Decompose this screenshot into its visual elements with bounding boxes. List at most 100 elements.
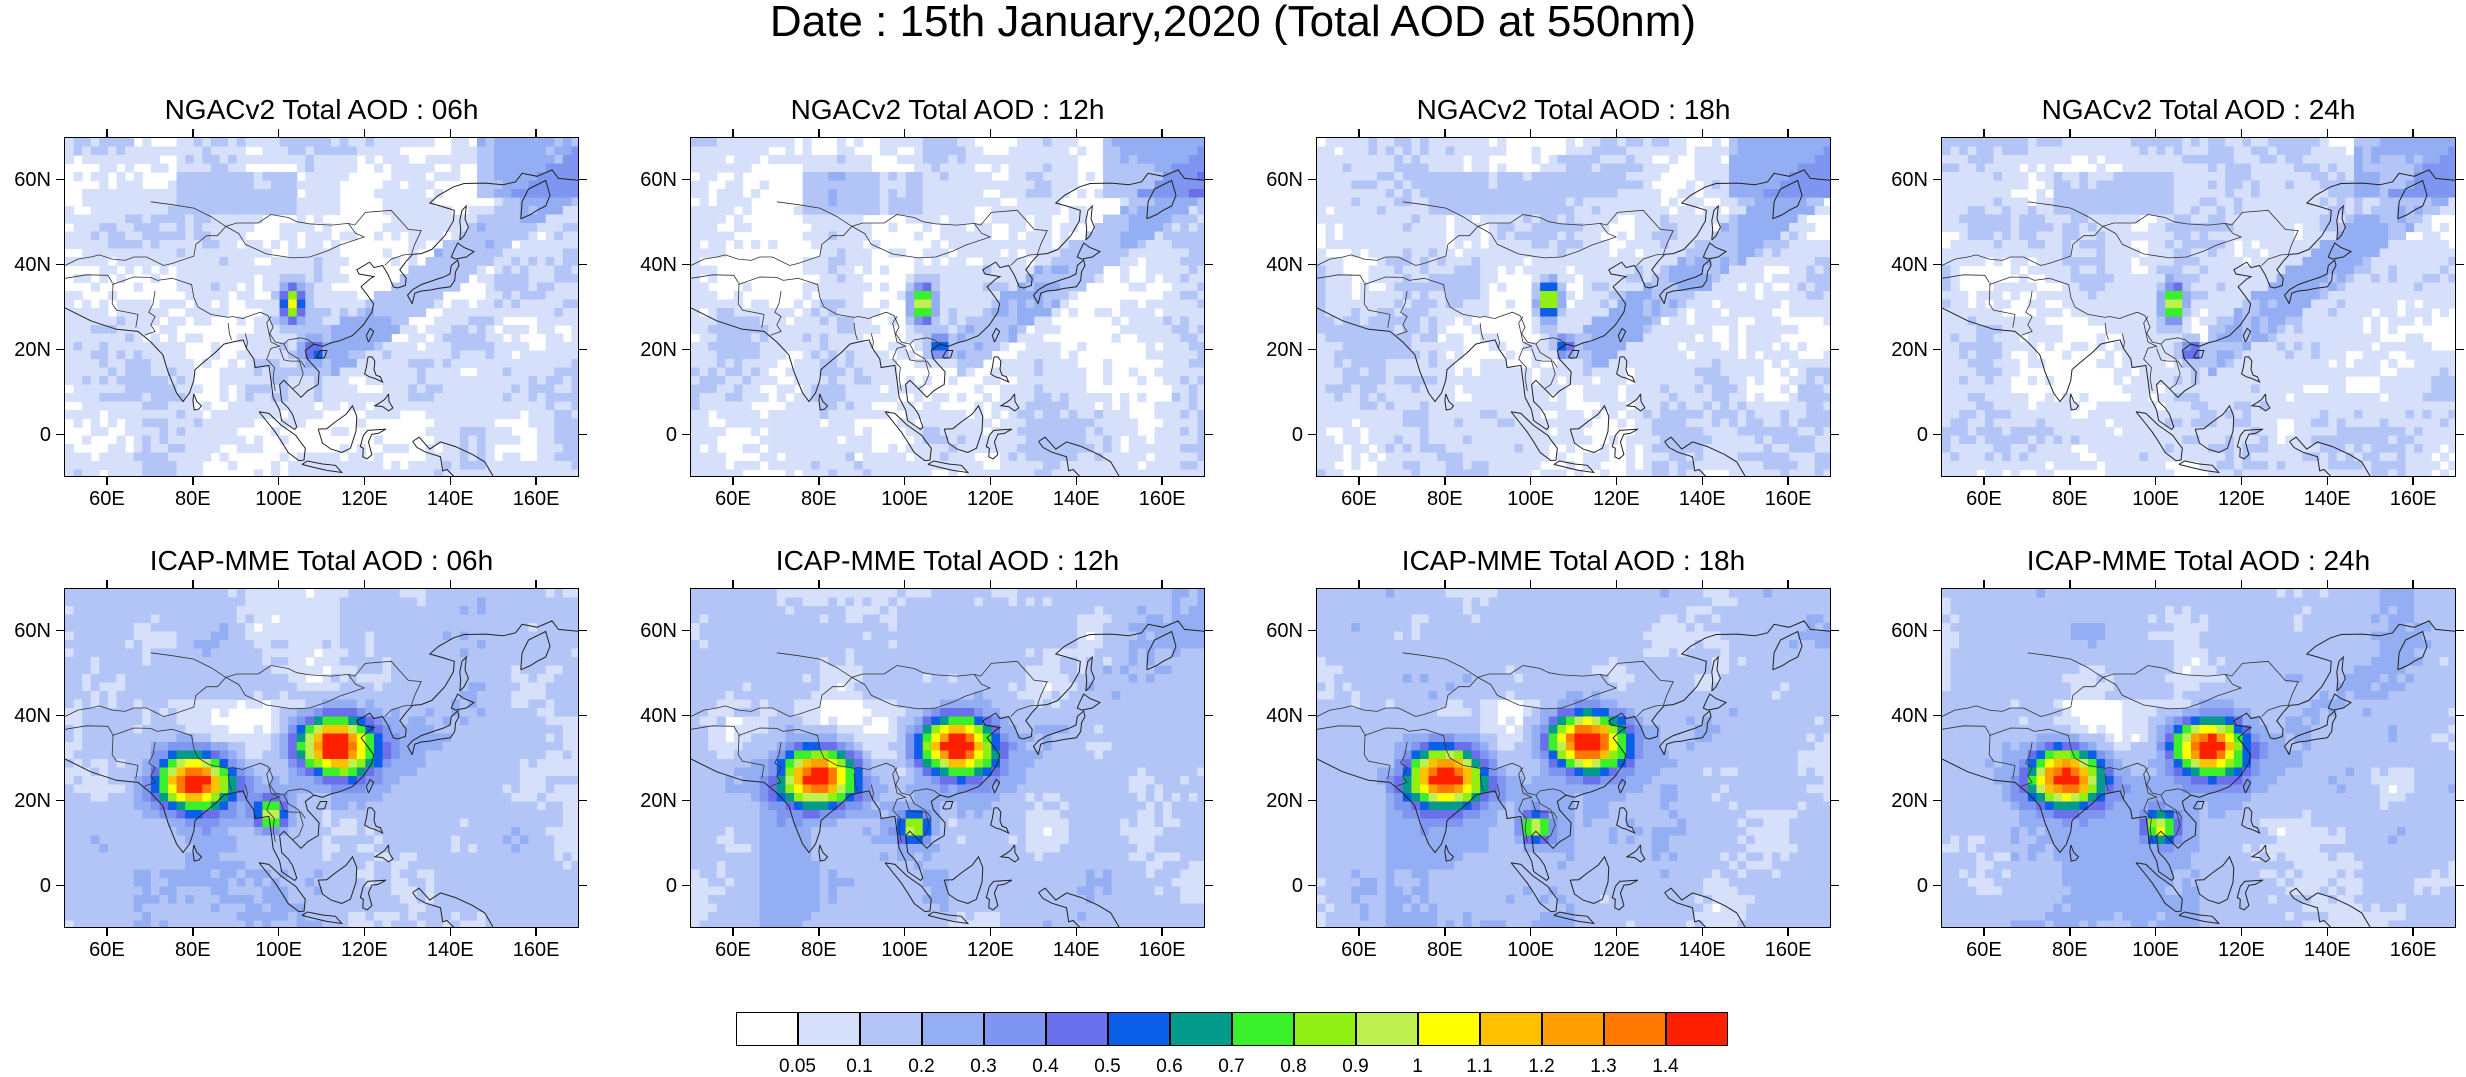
- aod-cell: [82, 317, 91, 326]
- aod-cell: [717, 198, 726, 207]
- aod-cell: [1043, 453, 1052, 462]
- aod-cell: [1129, 436, 1138, 445]
- aod-cell: [785, 444, 794, 453]
- aod-cell: [1609, 334, 1618, 343]
- aod-cell: [537, 155, 546, 164]
- aod-cell: [1377, 172, 1386, 181]
- aod-cell: [117, 155, 126, 164]
- aod-cell: [1129, 453, 1138, 462]
- aod-cell: [1506, 376, 1515, 385]
- aod-cell: [768, 427, 777, 436]
- aod-cell: [546, 325, 555, 334]
- aod-cell: [1472, 164, 1481, 173]
- aod-cell: [1172, 147, 1181, 156]
- aod-cell: [691, 427, 700, 436]
- aod-cell: [1172, 189, 1181, 198]
- aod-cell: [1017, 300, 1026, 309]
- aod-cell: [863, 266, 872, 275]
- aod-cell: [529, 393, 538, 402]
- aod-cell: [365, 393, 374, 402]
- aod-cell: [65, 393, 74, 402]
- aod-cell: [1377, 223, 1386, 232]
- aod-cell: [1583, 240, 1592, 249]
- aod-cell: [323, 138, 332, 147]
- aod-cell: [1052, 308, 1061, 317]
- aod-cell: [1514, 436, 1523, 445]
- aod-cell: [734, 181, 743, 190]
- aod-cell: [1197, 223, 1205, 232]
- aod-cell: [700, 393, 709, 402]
- aod-cell: [1112, 147, 1121, 156]
- aod-cell: [966, 274, 975, 283]
- aod-cell: [811, 368, 820, 377]
- aod-cell: [288, 172, 297, 181]
- aod-cell: [803, 215, 812, 224]
- aod-cell: [1009, 308, 1018, 317]
- aod-cell: [923, 164, 932, 173]
- x-major-tick: [990, 477, 992, 485]
- aod-cell: [571, 461, 579, 470]
- aod-cell: [408, 461, 417, 470]
- aod-cell: [202, 223, 211, 232]
- aod-cell: [1155, 147, 1164, 156]
- ytick-label: 60N: [0, 170, 51, 190]
- aod-cell: [571, 266, 579, 275]
- aod-cell: [486, 249, 495, 258]
- aod-cell: [1394, 232, 1403, 241]
- aod-cell: [1369, 164, 1378, 173]
- aod-cell: [966, 147, 975, 156]
- aod-cell: [1043, 206, 1052, 215]
- aod-cell: [451, 470, 460, 478]
- aod-cell: [305, 283, 314, 292]
- aod-cell: [837, 164, 846, 173]
- aod-cell: [1575, 198, 1584, 207]
- aod-cell: [331, 385, 340, 394]
- aod-cell: [743, 393, 752, 402]
- aod-cell: [1532, 402, 1541, 411]
- aod-cell: [1197, 436, 1205, 445]
- aod-cell: [245, 181, 254, 190]
- aod-cell: [1472, 198, 1481, 207]
- aod-cell: [1377, 427, 1386, 436]
- aod-cell: [854, 189, 863, 198]
- aod-cell: [743, 317, 752, 326]
- aod-cell: [1592, 300, 1601, 309]
- aod-cell: [1180, 393, 1189, 402]
- aod-cell: [1557, 470, 1566, 478]
- aod-cell: [537, 351, 546, 360]
- aod-cell: [237, 419, 246, 428]
- aod-cell: [237, 393, 246, 402]
- aod-cell: [717, 334, 726, 343]
- aod-cell: [571, 181, 579, 190]
- aod-cell: [1026, 393, 1035, 402]
- aod-cell: [966, 427, 975, 436]
- aod-cell: [1420, 317, 1429, 326]
- aod-cell: [1017, 461, 1026, 470]
- aod-cell: [854, 198, 863, 207]
- aod-cell: [1403, 359, 1412, 368]
- aod-cell: [743, 385, 752, 394]
- aod-cell: [477, 308, 486, 317]
- aod-cell: [1146, 274, 1155, 283]
- aod-cell: [1369, 138, 1378, 147]
- aod-cell: [1163, 410, 1172, 419]
- aod-cell: [854, 300, 863, 309]
- aod-cell: [1197, 215, 1205, 224]
- aod-cell: [700, 470, 709, 478]
- aod-cell: [1394, 147, 1403, 156]
- aod-cell: [288, 189, 297, 198]
- aod-cell: [194, 427, 203, 436]
- aod-cell: [1489, 181, 1498, 190]
- aod-cell: [1094, 461, 1103, 470]
- aod-cell: [65, 410, 74, 419]
- aod-cell: [537, 376, 546, 385]
- aod-cell: [854, 342, 863, 351]
- aod-cell: [1446, 444, 1455, 453]
- aod-cell: [537, 308, 546, 317]
- aod-cell: [803, 334, 812, 343]
- aod-cell: [1180, 385, 1189, 394]
- aod-cell: [1026, 308, 1035, 317]
- aod-cell: [828, 402, 837, 411]
- aod-cell: [1523, 444, 1532, 453]
- aod-cell: [443, 419, 452, 428]
